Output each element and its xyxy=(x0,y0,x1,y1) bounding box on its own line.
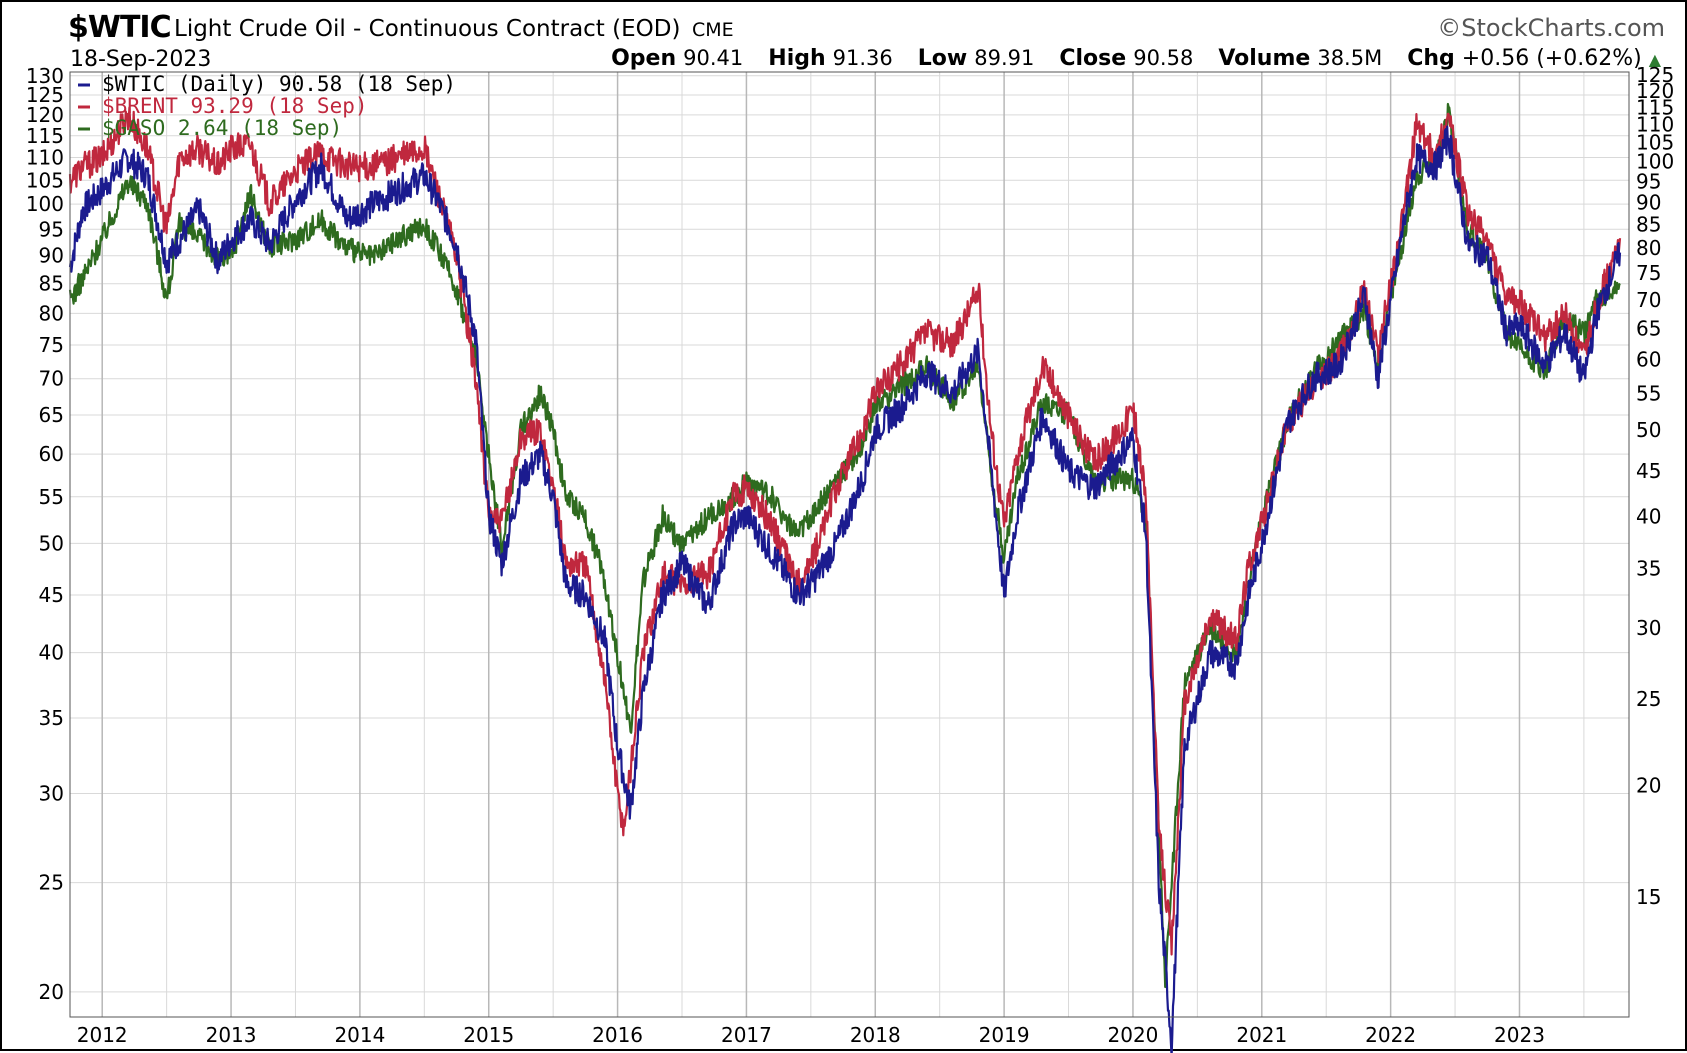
x-tick-label: 2023 xyxy=(1494,1023,1545,1047)
left-tick-label: 100 xyxy=(26,192,64,216)
left-tick-label: 95 xyxy=(39,217,64,241)
left-tick-label: 105 xyxy=(26,168,64,192)
left-tick-label: 25 xyxy=(39,871,64,895)
right-tick-label: 95 xyxy=(1636,169,1661,193)
right-tick-label: 90 xyxy=(1636,190,1661,214)
x-tick-label: 2014 xyxy=(334,1023,385,1047)
x-tick-label: 2012 xyxy=(77,1023,128,1047)
close-label: Close xyxy=(1059,46,1127,71)
left-tick-label: 65 xyxy=(39,403,64,427)
left-tick-label: 90 xyxy=(39,244,64,268)
right-tick-label: 35 xyxy=(1636,556,1661,580)
high-label: High xyxy=(768,46,826,71)
left-tick-label: 130 xyxy=(26,64,64,88)
low-value: 89.91 xyxy=(974,46,1035,70)
right-tick-label: 20 xyxy=(1636,773,1661,797)
quote-date: 18-Sep-2023 xyxy=(70,47,212,72)
volume-value: 38.5M xyxy=(1317,46,1383,70)
open-value: 90.41 xyxy=(683,46,744,70)
legend-entry: $GASO 2.64 (18 Sep) xyxy=(102,116,342,140)
left-tick-label: 80 xyxy=(39,301,64,325)
chg-label: Chg xyxy=(1407,46,1455,71)
right-tick-label: 40 xyxy=(1636,505,1661,529)
left-tick-label: 20 xyxy=(39,980,64,1004)
x-tick-label: 2015 xyxy=(463,1023,514,1047)
right-tick-label: 85 xyxy=(1636,213,1661,237)
left-tick-label: 45 xyxy=(39,583,64,607)
plot-border xyxy=(69,71,1630,1018)
quote-summary: Open 90.41 High 91.36 Low 89.91 Close 90… xyxy=(611,46,1661,71)
right-tick-label: 115 xyxy=(1636,95,1674,119)
right-tick-label: 70 xyxy=(1636,288,1661,312)
left-tick-label: 110 xyxy=(26,146,64,170)
x-tick-label: 2018 xyxy=(850,1023,901,1047)
left-tick-label: 35 xyxy=(39,706,64,730)
axis-labels: 2025303540455055606570758085909510010511… xyxy=(26,63,1674,1047)
left-tick-label: 70 xyxy=(39,367,64,391)
x-tick-label: 2019 xyxy=(979,1023,1030,1047)
right-tick-label: 105 xyxy=(1636,131,1674,155)
volume-label: Volume xyxy=(1218,46,1311,71)
low-label: Low xyxy=(917,46,968,71)
left-tick-label: 125 xyxy=(26,83,64,107)
right-tick-label: 15 xyxy=(1636,885,1661,909)
series-line-wtic xyxy=(68,125,1622,1053)
x-tick-label: 2021 xyxy=(1236,1023,1287,1047)
chart-legend: $WTIC (Daily) 90.58 (18 Sep)$BRENT 93.29… xyxy=(78,72,456,140)
right-tick-label: 75 xyxy=(1636,261,1661,285)
legend-entry: $BRENT 93.29 (18 Sep) xyxy=(102,94,368,118)
left-tick-label: 75 xyxy=(39,333,64,357)
x-tick-label: 2013 xyxy=(206,1023,257,1047)
left-tick-label: 40 xyxy=(39,641,64,665)
high-value: 91.36 xyxy=(832,46,893,70)
x-tick-label: 2022 xyxy=(1365,1023,1416,1047)
left-tick-label: 50 xyxy=(39,531,64,555)
series-line-brent xyxy=(68,106,1622,956)
right-tick-label: 100 xyxy=(1636,150,1674,174)
right-tick-label: 25 xyxy=(1636,687,1661,711)
series-line-gaso xyxy=(68,102,1621,989)
right-tick-label: 80 xyxy=(1636,236,1661,260)
left-tick-label: 115 xyxy=(26,124,64,148)
series-lines xyxy=(68,102,1622,1053)
x-tick-label: 2020 xyxy=(1108,1023,1159,1047)
close-value: 90.58 xyxy=(1133,46,1194,70)
left-tick-label: 55 xyxy=(39,485,64,509)
up-triangle-icon: ▲ xyxy=(1648,50,1661,69)
left-tick-label: 60 xyxy=(39,442,64,466)
right-tick-label: 55 xyxy=(1636,381,1661,405)
brand-watermark[interactable]: ©StockCharts.com xyxy=(1437,14,1665,42)
right-tick-label: 120 xyxy=(1636,79,1674,103)
right-tick-label: 110 xyxy=(1636,113,1674,137)
left-tick-label: 85 xyxy=(39,272,64,296)
exchange-label: CME xyxy=(692,19,734,41)
instrument-description: Light Crude Oil - Continuous Contract (E… xyxy=(174,16,681,42)
right-tick-label: 30 xyxy=(1636,616,1661,640)
right-tick-label: 65 xyxy=(1636,317,1661,341)
grid-lines xyxy=(70,72,1629,1017)
right-tick-label: 125 xyxy=(1636,63,1674,87)
right-tick-label: 45 xyxy=(1636,459,1661,483)
left-tick-label: 30 xyxy=(39,781,64,805)
right-tick-label: 50 xyxy=(1636,418,1661,442)
chg-value: +0.56 (+0.62%) xyxy=(1461,46,1642,71)
right-tick-label: 60 xyxy=(1636,348,1661,372)
x-tick-label: 2016 xyxy=(592,1023,643,1047)
x-tick-label: 2017 xyxy=(721,1023,772,1047)
legend-entry: $WTIC (Daily) 90.58 (18 Sep) xyxy=(102,72,456,96)
symbol-title: $WTIC xyxy=(68,10,172,45)
open-label: Open xyxy=(611,46,677,71)
left-tick-label: 120 xyxy=(26,103,64,127)
